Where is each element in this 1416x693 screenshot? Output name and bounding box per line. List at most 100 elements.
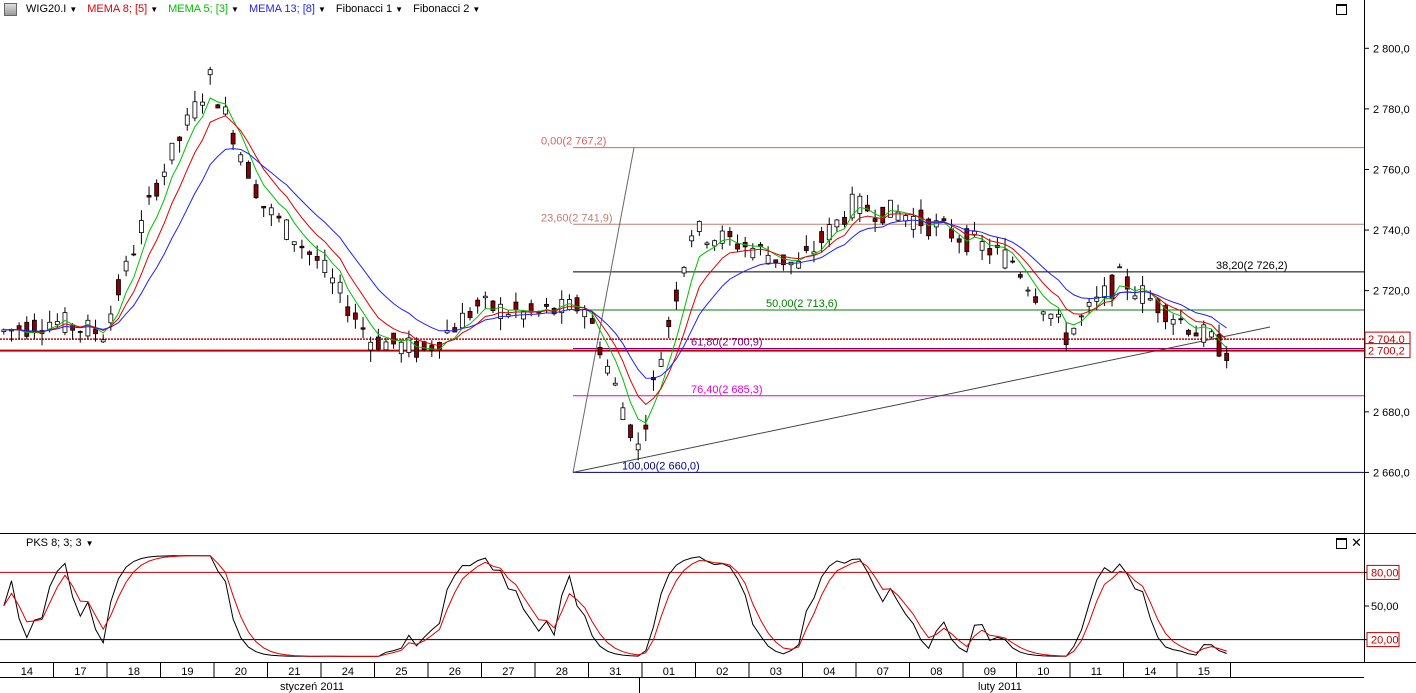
legend-symbol[interactable]: WIG20.I ▼ [26, 3, 77, 15]
candle-body [1017, 274, 1023, 278]
legend-mema13[interactable]: MEMA 13; [8] ▼ [249, 3, 326, 15]
osc-line [3, 555, 1227, 657]
candle-body [979, 241, 985, 251]
candle-body [773, 259, 779, 263]
candle-body [138, 220, 144, 233]
candle-body [1147, 298, 1153, 301]
candle-body [360, 327, 366, 330]
chevron-down-icon[interactable]: ▼ [85, 538, 94, 548]
candle-body [819, 231, 825, 243]
close-icon[interactable]: ✕ [1351, 535, 1362, 550]
candle-body [77, 331, 83, 333]
y-tick-label: 2 740,0 [1373, 225, 1410, 237]
candle-body [207, 69, 213, 76]
candle-body [719, 230, 725, 244]
candle-body [1086, 302, 1092, 307]
candle-body [796, 261, 802, 269]
price-level-box [1364, 343, 1411, 359]
chevron-down-icon[interactable]: ▼ [317, 4, 326, 14]
candle-body [727, 231, 733, 238]
x-tick-label: 21 [288, 666, 300, 678]
candle-body [230, 132, 236, 145]
oscillator-legend[interactable]: PKS 8; 3; 3 ▼ [26, 537, 94, 549]
candle-body [307, 251, 312, 255]
fib-level-label: 50,00(2 713,6) [766, 298, 838, 310]
candle-body [926, 218, 932, 237]
candle-body [628, 424, 633, 438]
candle-body [299, 245, 305, 249]
candle-body [635, 443, 641, 451]
candle-body [849, 193, 855, 219]
candle-body [459, 312, 465, 329]
candle-body [1163, 305, 1168, 323]
x-tick-label: 03 [770, 666, 782, 678]
candle-body [93, 328, 98, 335]
candle-body [54, 321, 60, 326]
x-tick-label: 27 [502, 666, 514, 678]
candle-body [1193, 332, 1199, 337]
chevron-down-icon[interactable]: ▼ [231, 4, 239, 14]
candle-body [1155, 298, 1161, 314]
x-tick-label: 02 [716, 666, 728, 678]
legend-mema8[interactable]: MEMA 8; [5] ▼ [87, 3, 158, 15]
candle-body [161, 171, 167, 177]
candle-body [475, 299, 481, 307]
x-tick-label: 26 [449, 666, 461, 678]
candle-body [887, 199, 893, 218]
symbol-icon[interactable] [4, 3, 17, 16]
candle-body [972, 230, 977, 236]
chevron-down-icon[interactable]: ▼ [395, 4, 404, 14]
candle-body [322, 259, 328, 274]
chevron-down-icon[interactable]: ▼ [472, 4, 481, 14]
legend-mema5-label: MEMA 5; [3] [168, 3, 229, 15]
osc-line [3, 555, 1227, 657]
candle-body [987, 248, 993, 256]
legend-fib2[interactable]: Fibonacci 2 ▼ [413, 3, 480, 15]
candle-body [375, 336, 381, 350]
candle-body [337, 281, 343, 294]
x-tick-label: 09 [984, 666, 996, 678]
maximize-icon[interactable] [1336, 538, 1347, 549]
candle-body [1124, 276, 1130, 290]
candle-body [605, 365, 611, 374]
candle-body [184, 114, 190, 126]
legend-mema8-label: MEMA 8; [5] [87, 3, 148, 15]
candle-body [895, 211, 901, 221]
x-tick-label: 31 [609, 666, 621, 678]
candle-body [1040, 311, 1046, 315]
candle-body [597, 346, 603, 356]
y-tick-label: 2 760,0 [1373, 164, 1410, 176]
candle-body [383, 341, 389, 351]
ma-line [3, 97, 1228, 424]
candle-body [352, 312, 358, 320]
candle-body [1101, 285, 1107, 298]
osc-level-box [1366, 632, 1400, 648]
legend-fib1[interactable]: Fibonacci 1 ▼ [336, 3, 403, 15]
candle-body [268, 207, 274, 216]
candle-body [544, 303, 549, 307]
fib-level-label: 23,60(2 741,9) [541, 212, 613, 224]
x-tick-label: 17 [74, 666, 86, 678]
y-tick-label: 2 800,0 [1373, 43, 1410, 55]
maximize-icon[interactable] [1336, 4, 1347, 15]
candle-body [643, 424, 649, 430]
chevron-down-icon[interactable]: ▼ [150, 4, 159, 14]
candle-body [100, 339, 106, 343]
candle-body [398, 341, 404, 355]
candle-body [1025, 289, 1031, 292]
legend-symbol-label: WIG20.I [26, 3, 67, 15]
candle-body [1178, 318, 1184, 321]
x-tick-label: 10 [1037, 666, 1049, 678]
ma-line [3, 148, 1227, 379]
chevron-down-icon[interactable]: ▼ [69, 4, 78, 14]
legend-mema5[interactable]: MEMA 5; [3] ▼ [168, 3, 239, 15]
candle-body [1094, 296, 1100, 302]
x-tick-label: 15 [1198, 666, 1210, 678]
candle-body [192, 101, 198, 119]
x-tick-label: 19 [181, 666, 193, 678]
candle-body [1010, 260, 1016, 263]
y-tick-label: 2 680,0 [1373, 407, 1410, 419]
x-tick-label: 11 [1091, 666, 1102, 678]
x-tick-label: 08 [930, 666, 942, 678]
